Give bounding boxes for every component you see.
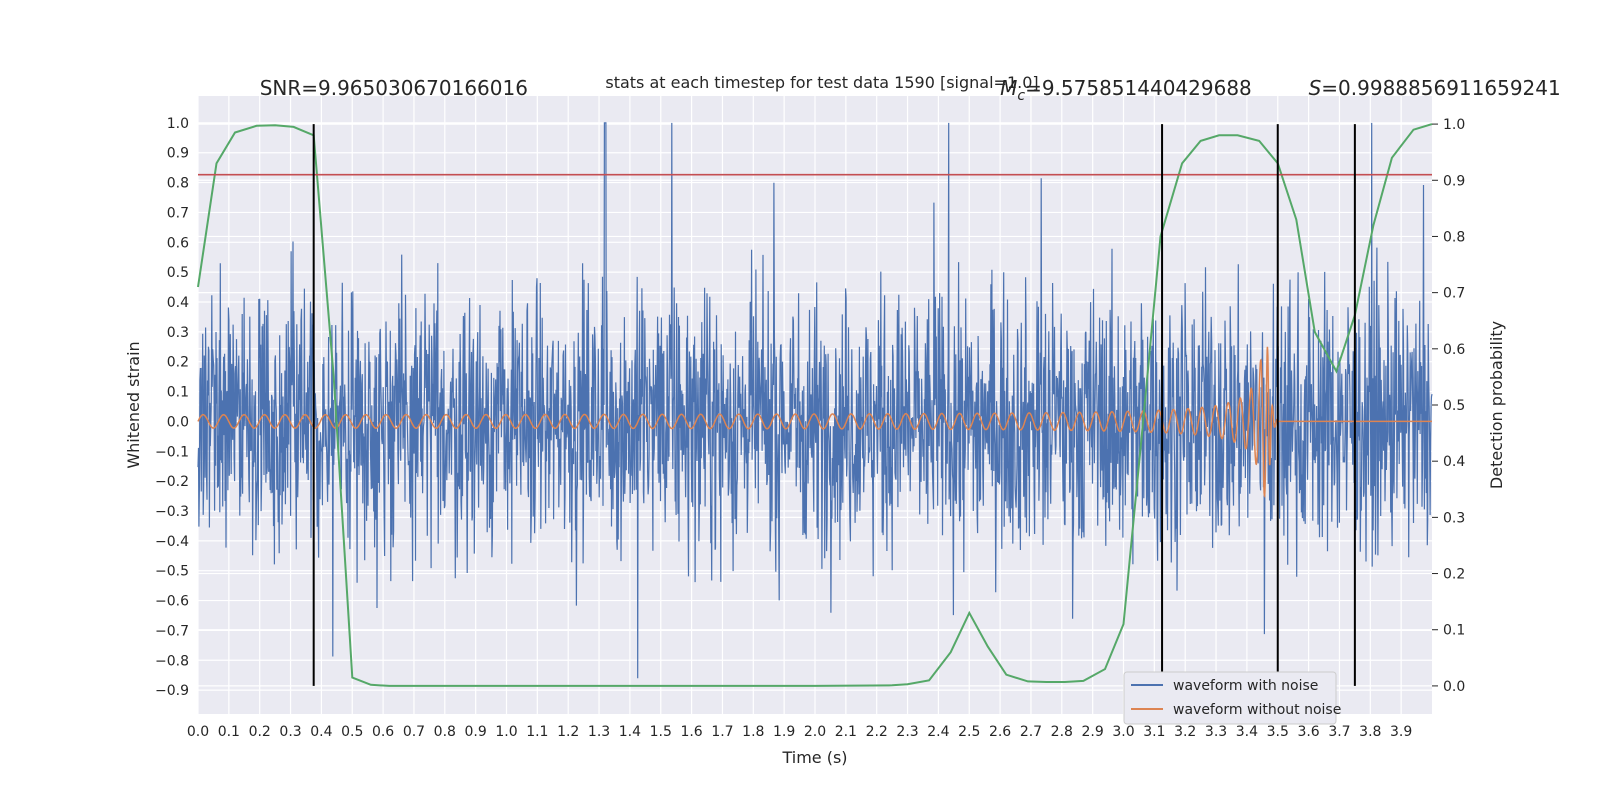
marker-layer bbox=[198, 124, 1432, 686]
x-tick-label: 0.9 bbox=[465, 724, 487, 740]
x-tick-label: 1.4 bbox=[619, 724, 641, 740]
y-tick-label: 0.6 bbox=[167, 235, 189, 251]
y-tick-label: −0.2 bbox=[155, 474, 189, 490]
x-tick-label: 1.7 bbox=[711, 724, 733, 740]
y-tick-label: 0.2 bbox=[167, 355, 189, 371]
y-tick-label: 0.0 bbox=[167, 414, 189, 430]
x-tick-label: 3.2 bbox=[1174, 724, 1196, 740]
y-tick-label: 0.7 bbox=[167, 205, 189, 221]
x-tick-label: 1.2 bbox=[557, 724, 579, 740]
x-tick-label: 3.1 bbox=[1143, 724, 1165, 740]
y-right-tick-label: 0.0 bbox=[1443, 679, 1465, 695]
x-tick-label: 3.0 bbox=[1112, 724, 1134, 740]
x-tick-label: 2.4 bbox=[927, 724, 949, 740]
x-axis-label: Time (s) bbox=[781, 748, 847, 767]
y-tick-label: 0.1 bbox=[167, 385, 189, 401]
annotation-layer: SNR=9.965030670166016 Mc=9.57585144042968… bbox=[260, 76, 1561, 104]
x-tick-label: 0.7 bbox=[403, 724, 425, 740]
x-tick-label: 0.2 bbox=[249, 724, 271, 740]
y-tick-label: −0.4 bbox=[155, 534, 189, 550]
x-tick-label: 0.8 bbox=[434, 724, 456, 740]
detection-probability-line bbox=[197, 123, 1433, 687]
x-tick-label: 0.4 bbox=[310, 724, 332, 740]
x-tick-label: 1.3 bbox=[588, 724, 610, 740]
y-tick-label: −0.3 bbox=[155, 504, 189, 520]
annotation-text: Mc=9.575851440429688 bbox=[1000, 76, 1252, 104]
legend-box bbox=[1123, 671, 1337, 725]
annotation-text: SNR=9.965030670166016 bbox=[260, 76, 528, 100]
x-tick-label: 3.8 bbox=[1359, 724, 1381, 740]
x-tick-label: 1.1 bbox=[526, 724, 548, 740]
clean-waveform-line bbox=[197, 346, 1432, 499]
y-right-tick-label: 0.1 bbox=[1443, 623, 1465, 639]
x-tick-label: 3.7 bbox=[1328, 724, 1350, 740]
x-tick-label: 0.3 bbox=[279, 724, 301, 740]
x-tick-label: 3.5 bbox=[1267, 724, 1289, 740]
y-right-tick-label: 1.0 bbox=[1443, 117, 1465, 133]
x-tick-label: 2.9 bbox=[1082, 724, 1104, 740]
y-axis-label: Whitened strain bbox=[124, 341, 143, 468]
x-tick-label: 3.4 bbox=[1236, 724, 1258, 740]
x-tick-label: 1.8 bbox=[742, 724, 764, 740]
annotation-text: S=0.9988856911659241 bbox=[1309, 76, 1561, 100]
y-right-axis-label: Detection probability bbox=[1487, 321, 1506, 489]
x-tick-label: 0.5 bbox=[341, 724, 363, 740]
y-tick-label: 1.0 bbox=[167, 116, 189, 132]
x-tick-label: 0.1 bbox=[218, 724, 240, 740]
y-tick-label: −0.1 bbox=[155, 444, 189, 460]
tick-layer: 0.0 0.1 0.2 0.3 0.4 0.5 0.6 0.7 0.8 0.9 1.0 1.1 1.2 1… bbox=[155, 116, 1465, 740]
legend-label-clean: waveform without noise bbox=[1173, 702, 1341, 718]
y-right-tick-label: 0.6 bbox=[1443, 342, 1465, 358]
y-tick-label: 0.3 bbox=[167, 325, 189, 341]
y-tick-label: −0.6 bbox=[155, 594, 189, 610]
y-right-tick-label: 0.8 bbox=[1443, 229, 1465, 245]
x-tick-label: 2.0 bbox=[804, 724, 826, 740]
y-tick-label: 0.4 bbox=[167, 295, 189, 311]
chart-title: stats at each timestep for test data 159… bbox=[605, 73, 1038, 92]
x-tick-label: 2.5 bbox=[958, 724, 980, 740]
y-tick-label: −0.8 bbox=[155, 653, 189, 669]
y-right-tick-label: 0.2 bbox=[1443, 567, 1465, 583]
y-tick-label: −0.9 bbox=[155, 683, 189, 699]
x-tick-label: 1.9 bbox=[773, 724, 795, 740]
y-right-tick-label: 0.5 bbox=[1443, 398, 1465, 414]
x-tick-label: 2.7 bbox=[1020, 724, 1042, 740]
x-tick-label: 3.9 bbox=[1390, 724, 1412, 740]
x-tick-label: 2.1 bbox=[835, 724, 857, 740]
y-tick-label: 0.5 bbox=[167, 265, 189, 281]
y-tick-label: −0.7 bbox=[155, 623, 189, 639]
x-tick-label: 3.3 bbox=[1205, 724, 1227, 740]
legend-label-noise: waveform with noise bbox=[1173, 678, 1318, 694]
x-tick-label: 2.3 bbox=[896, 724, 918, 740]
x-tick-label: 0.6 bbox=[372, 724, 394, 740]
y-tick-label: 0.9 bbox=[167, 146, 189, 162]
x-tick-label: 2.8 bbox=[1051, 724, 1073, 740]
noisy-waveform-line bbox=[197, 122, 1433, 679]
y-right-tick-label: 0.9 bbox=[1443, 173, 1465, 189]
y-right-tick-label: 0.3 bbox=[1443, 510, 1465, 526]
x-tick-label: 1.6 bbox=[680, 724, 702, 740]
x-tick-label: 3.6 bbox=[1297, 724, 1319, 740]
x-tick-label: 1.5 bbox=[650, 724, 672, 740]
y-right-tick-label: 0.7 bbox=[1443, 286, 1465, 302]
x-tick-label: 2.2 bbox=[866, 724, 888, 740]
series-layer bbox=[197, 122, 1433, 687]
x-tick-label: 2.6 bbox=[989, 724, 1011, 740]
y-tick-label: −0.5 bbox=[155, 564, 189, 580]
y-tick-label: 0.8 bbox=[167, 176, 189, 192]
legend: waveform with noise waveform without noi… bbox=[1123, 671, 1341, 725]
x-tick-label: 0.0 bbox=[187, 724, 209, 740]
x-tick-label: 1.0 bbox=[495, 724, 517, 740]
y-right-tick-label: 0.4 bbox=[1443, 454, 1465, 470]
